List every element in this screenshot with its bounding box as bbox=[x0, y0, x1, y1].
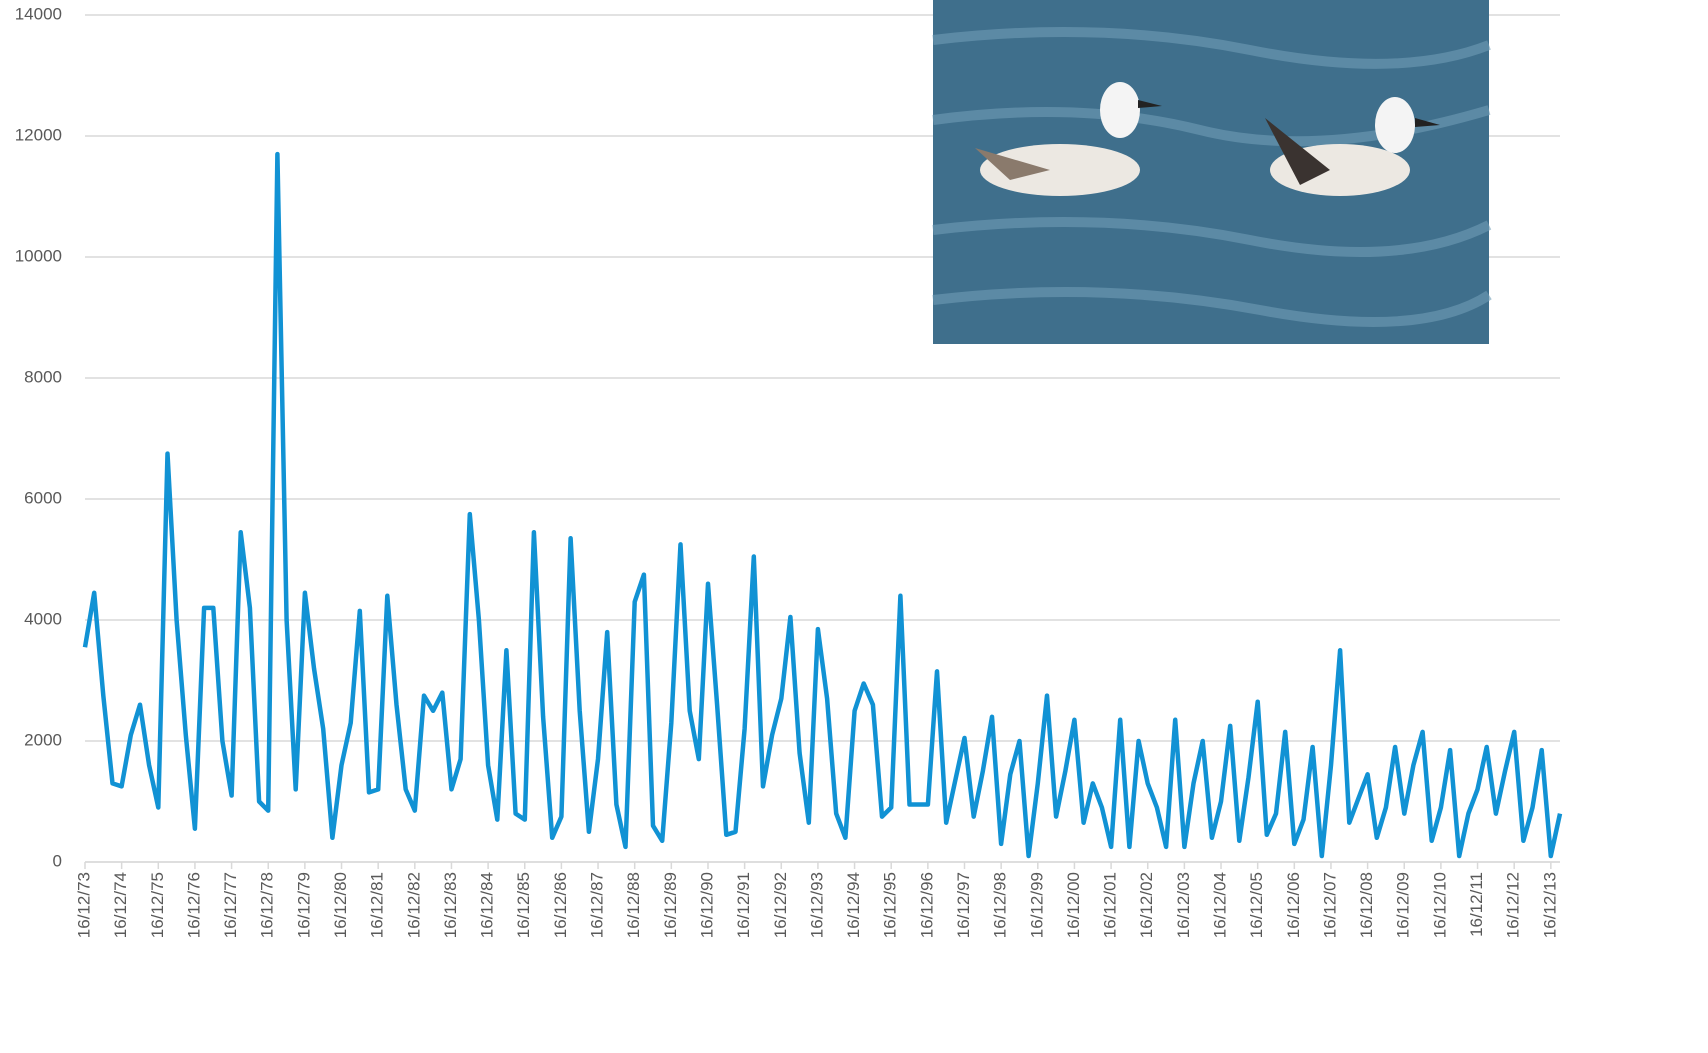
x-tick-label: 16/12/73 bbox=[74, 872, 93, 938]
x-tick-label: 16/12/01 bbox=[1101, 872, 1120, 938]
x-tick-label: 16/12/86 bbox=[551, 872, 570, 938]
grid bbox=[85, 14, 1560, 863]
x-tick-label: 16/12/76 bbox=[184, 872, 203, 938]
y-tick-label: 6000 bbox=[24, 488, 62, 507]
x-tick-label: 16/12/11 bbox=[1467, 872, 1486, 937]
x-tick-label: 16/12/93 bbox=[807, 872, 826, 938]
x-tick-label: 16/12/03 bbox=[1174, 872, 1193, 938]
x-tick-label: 16/12/77 bbox=[221, 872, 240, 938]
y-tick-label: 14000 bbox=[15, 4, 62, 23]
x-tick-label: 16/12/02 bbox=[1137, 872, 1156, 938]
x-tick-label: 16/12/85 bbox=[514, 872, 533, 938]
x-tick-label: 16/12/75 bbox=[148, 872, 167, 938]
x-tick-label: 16/12/89 bbox=[661, 872, 680, 938]
x-tick-label: 16/12/74 bbox=[111, 872, 130, 938]
x-tick-label: 16/12/81 bbox=[368, 872, 387, 938]
x-tick-label: 16/12/06 bbox=[1284, 872, 1303, 938]
x-tick-label: 16/12/87 bbox=[588, 872, 607, 938]
x-tick-label: 16/12/05 bbox=[1247, 872, 1266, 938]
y-tick-label: 10000 bbox=[15, 246, 62, 265]
x-tick-label: 16/12/08 bbox=[1357, 872, 1376, 938]
x-tick-label: 16/12/04 bbox=[1211, 872, 1230, 938]
x-tick-label: 16/12/09 bbox=[1394, 872, 1413, 938]
x-tick-label: 16/12/88 bbox=[624, 872, 643, 938]
x-tick-label: 16/12/12 bbox=[1504, 872, 1523, 938]
x-tick-label: 16/12/07 bbox=[1320, 872, 1339, 938]
x-tick-label: 16/12/82 bbox=[404, 872, 423, 938]
x-tick-label: 16/12/10 bbox=[1430, 872, 1449, 938]
x-tick-label: 16/12/78 bbox=[258, 872, 277, 938]
x-tick-label: 16/12/00 bbox=[1064, 872, 1083, 938]
x-tick-label: 16/12/91 bbox=[734, 872, 753, 938]
y-tick-label: 0 bbox=[53, 851, 62, 870]
y-tick-label: 12000 bbox=[15, 125, 62, 144]
x-tick-label: 16/12/96 bbox=[917, 872, 936, 938]
x-tick-label: 16/12/94 bbox=[844, 872, 863, 938]
data-line bbox=[82, 151, 1563, 859]
x-tick-label: 16/12/90 bbox=[697, 872, 716, 938]
x-tick-label: 16/12/84 bbox=[478, 872, 497, 938]
x-tick-label: 16/12/92 bbox=[771, 872, 790, 938]
x-tick-label: 16/12/80 bbox=[331, 872, 350, 938]
y-tick-label: 2000 bbox=[24, 730, 62, 749]
x-tick-label: 16/12/99 bbox=[1027, 872, 1046, 938]
x-tick-label: 16/12/95 bbox=[881, 872, 900, 938]
x-tick-label: 16/12/97 bbox=[954, 872, 973, 938]
y-tick-label: 8000 bbox=[24, 367, 62, 386]
x-tick-label: 16/12/13 bbox=[1540, 872, 1559, 938]
y-tick-label: 4000 bbox=[24, 609, 62, 628]
x-tick-label: 16/12/83 bbox=[441, 872, 460, 938]
x-tick-label: 16/12/98 bbox=[991, 872, 1010, 938]
x-tick-label: 16/12/79 bbox=[294, 872, 313, 938]
photo bbox=[932, 0, 1492, 344]
